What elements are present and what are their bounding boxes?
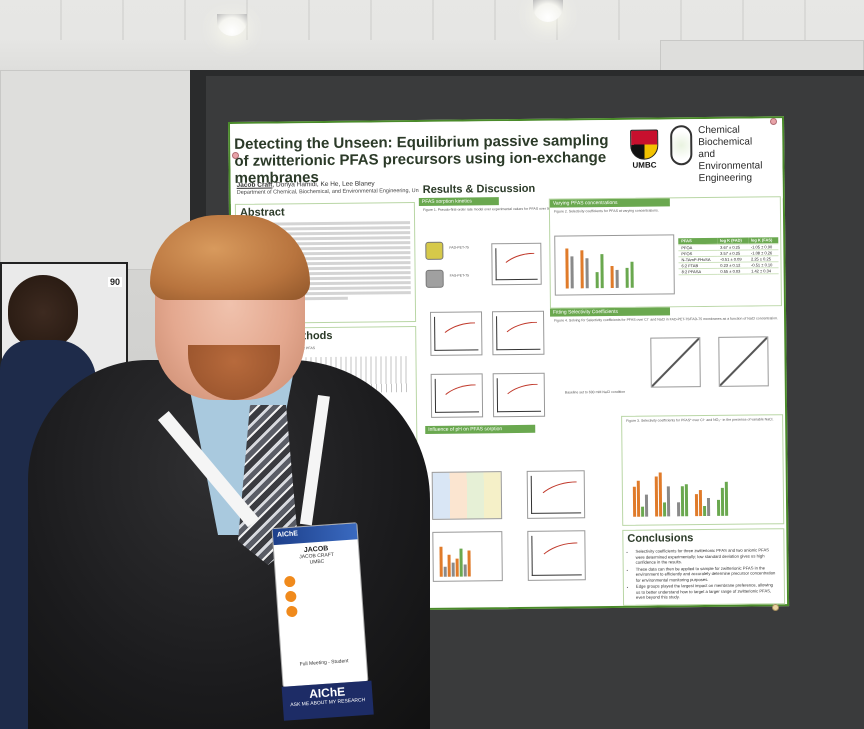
conclusion-item: These data can then be applied to sample… — [636, 565, 778, 583]
conclusions-title: Conclusions — [627, 532, 694, 545]
badge-header: AIChE — [272, 523, 358, 546]
kinetics-plot — [491, 242, 542, 286]
ceiling-lamp — [533, 0, 563, 22]
co-authors: , Donya Hamidi, Ke He, Lee Blaney — [272, 180, 375, 189]
push-pin — [770, 118, 777, 125]
ph-sorption-plot — [526, 470, 586, 519]
nacl-selectivity-section: Figure 3. Selectivity coefficients for P… — [621, 414, 785, 526]
fig4-caption: Figure 4. Solving for Selectivity coeffi… — [554, 316, 779, 323]
fit-parity-plot — [650, 337, 701, 388]
kinetics-plot — [429, 311, 483, 356]
ph-subheader: Influence of pH on PFAS sorption — [425, 424, 536, 434]
ph-bar-plot — [432, 531, 503, 582]
legend-swatch-fas — [425, 269, 444, 288]
leaf-icon — [670, 125, 693, 166]
conclusion-item: Edge groups played the largest impact on… — [636, 582, 778, 600]
lead-author: Jacob Craft — [236, 181, 273, 189]
fig3-caption: Figure 3. Selectivity coefficients for P… — [626, 417, 774, 423]
ceiling-duct — [0, 0, 864, 40]
legend-label-fas: FAS-PET-75 — [449, 273, 470, 278]
conclusion-item: Selectivity coefficients for three zwitt… — [635, 547, 777, 565]
presenter-hair — [150, 215, 310, 300]
ceiling-lamp — [217, 14, 247, 36]
umbc-wordmark: UMBC — [632, 160, 657, 170]
varying-concentration-section: Varying PFAS concentrations Figure 2. Se… — [548, 196, 782, 309]
poster-title: Detecting the Unseen: Equilibrium passiv… — [234, 132, 609, 187]
poster-authors: Jacob Craft, Donya Hamidi, Ke He, Lee Bl… — [237, 180, 375, 188]
kinetics-plot — [492, 372, 546, 418]
fitting-section: Fitting Selectivity Coefficients Figure … — [549, 306, 784, 414]
push-pin — [232, 152, 239, 159]
results-title: Results & Discussion — [422, 182, 536, 196]
conclusions-list: Selectivity coefficients for three zwitt… — [623, 545, 784, 600]
booth-number: 90 — [108, 277, 123, 287]
umbc-shield-icon — [630, 129, 659, 160]
conclusions-section: Conclusions Selectivity coefficients for… — [622, 528, 786, 606]
ph-sorption-plot — [527, 530, 586, 581]
badge-ribbon: AIChE ASK ME ABOUT MY RESEARCH — [281, 680, 374, 721]
fit-parity-plot — [718, 336, 769, 387]
badge-role: Full Meeting - Student — [299, 658, 349, 668]
umbc-logo: UMBC — [626, 129, 662, 170]
kinetics-plot — [491, 310, 545, 356]
selectivity-table: PFAS log K (FAD) log K (FAS) PFOA 3.67 ± 0.… — [678, 237, 779, 275]
kinetics-plot — [430, 373, 484, 418]
legend-label-fad: FAD-PET-75 — [449, 245, 470, 250]
badge-ribbon-dots — [283, 575, 298, 622]
push-pin — [772, 604, 779, 611]
selectivity-bar-chart — [554, 234, 675, 296]
fig2-caption: Figure 2. Selectivity coefficients for P… — [553, 208, 659, 214]
name-badge: AIChE JACOB JACOB CRAFT UMBC Full Meetin… — [271, 522, 374, 721]
ph-speciation-plot — [431, 471, 503, 520]
legend-swatch-fad — [425, 241, 444, 260]
attendee-head — [8, 275, 78, 350]
department-logo-text: Chemical Biochemical and Environmental E… — [698, 124, 763, 185]
department-logo: Chemical Biochemical and Environmental E… — [670, 124, 780, 184]
nacl-bar-chart — [632, 446, 729, 517]
baseline-annotation: Baseline set to 600 mM NaCl condition — [564, 389, 626, 395]
